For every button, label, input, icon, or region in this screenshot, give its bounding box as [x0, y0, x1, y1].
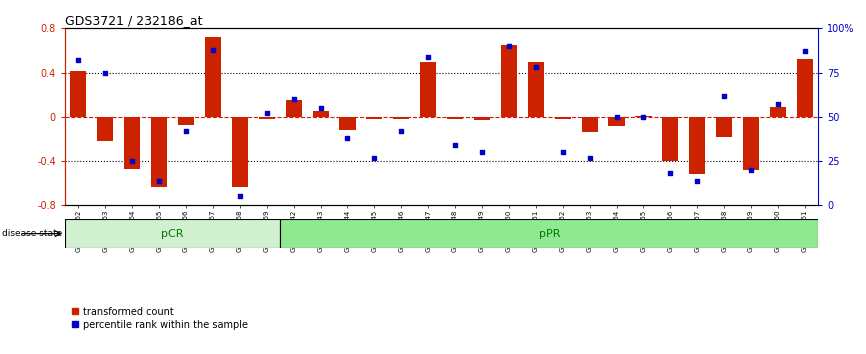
Text: pPR: pPR	[539, 229, 560, 239]
Bar	[151, 117, 167, 187]
Point	[179, 128, 193, 134]
Point	[610, 114, 624, 120]
Bar	[124, 117, 140, 169]
Point	[421, 54, 435, 59]
Bar	[797, 59, 813, 117]
Text: GDS3721 / 232186_at: GDS3721 / 232186_at	[65, 14, 203, 27]
Bar	[281, 219, 818, 248]
Point	[99, 70, 113, 75]
Bar	[582, 117, 598, 132]
Point	[260, 110, 274, 116]
Point	[583, 155, 597, 160]
Bar	[97, 117, 113, 141]
Point	[690, 178, 704, 183]
Point	[367, 155, 381, 160]
Bar	[474, 117, 490, 120]
Legend: transformed count, percentile rank within the sample: transformed count, percentile rank withi…	[70, 306, 249, 331]
Point	[744, 167, 758, 173]
Point	[313, 105, 327, 111]
Point	[475, 149, 489, 155]
Point	[152, 178, 166, 183]
Bar	[70, 72, 87, 117]
Point	[287, 96, 301, 102]
Point	[72, 57, 86, 63]
Bar	[313, 111, 328, 117]
Bar	[259, 117, 275, 119]
Bar	[609, 117, 624, 126]
Bar	[232, 117, 248, 187]
Point	[206, 47, 220, 52]
Bar	[662, 117, 678, 161]
Bar	[554, 117, 571, 119]
Point	[771, 102, 785, 107]
Bar	[689, 117, 705, 175]
Bar	[743, 117, 759, 170]
Bar	[420, 62, 436, 117]
Point	[394, 128, 408, 134]
Bar	[286, 100, 301, 117]
Point	[449, 142, 462, 148]
Text: disease state: disease state	[2, 229, 62, 238]
Bar	[178, 117, 194, 125]
Point	[529, 64, 543, 70]
Bar	[339, 117, 356, 130]
Bar	[393, 117, 410, 119]
Bar	[716, 117, 733, 137]
Bar	[205, 37, 221, 117]
Point	[637, 114, 650, 120]
Point	[126, 158, 139, 164]
Point	[556, 149, 570, 155]
Text: pCR: pCR	[161, 229, 184, 239]
Point	[340, 135, 354, 141]
Bar	[447, 117, 463, 119]
Point	[663, 171, 677, 176]
Bar	[65, 219, 281, 248]
Point	[233, 194, 247, 199]
Bar	[527, 62, 544, 117]
Bar	[366, 117, 383, 119]
Bar	[770, 107, 786, 117]
Bar	[501, 45, 517, 117]
Bar	[636, 116, 651, 117]
Point	[798, 48, 811, 54]
Point	[717, 93, 731, 98]
Point	[502, 43, 516, 49]
